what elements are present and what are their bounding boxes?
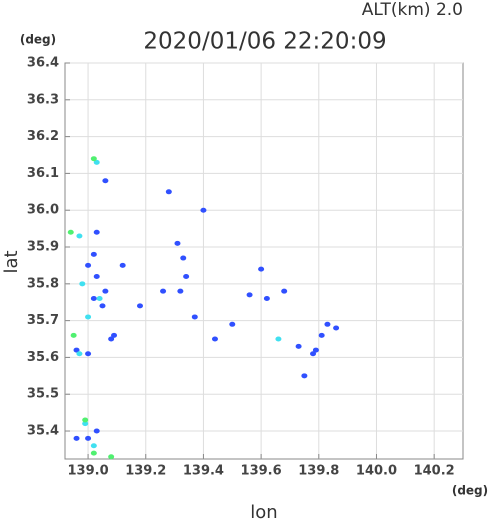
- y-unit: (deg): [20, 33, 56, 47]
- echo-point: [76, 351, 83, 357]
- echo-point: [108, 454, 115, 460]
- echo-point: [85, 262, 92, 268]
- y-tick-label: 35.6: [27, 350, 59, 365]
- echo-point: [90, 156, 97, 162]
- echo-point: [93, 273, 100, 279]
- x-tick-label: 139.6: [241, 464, 282, 479]
- echo-point: [229, 321, 236, 327]
- y-tick-label: 36.4: [27, 56, 59, 71]
- echo-point: [93, 428, 100, 434]
- x-tick-label: 139.8: [298, 464, 339, 479]
- echo-point: [165, 189, 172, 195]
- echo-point: [301, 373, 308, 379]
- echo-point: [102, 288, 109, 294]
- echo-point: [90, 443, 97, 449]
- echo-point: [312, 347, 319, 353]
- echo-point: [90, 296, 97, 302]
- echo-point: [119, 262, 126, 268]
- altitude-label: ALT(km) 2.0: [362, 0, 463, 20]
- echo-point: [111, 332, 118, 338]
- y-tick-label: 35.8: [27, 276, 59, 291]
- echo-point: [200, 207, 207, 213]
- y-tick-label: 35.9: [27, 240, 59, 255]
- echo-point: [246, 292, 253, 298]
- echo-point: [82, 417, 89, 423]
- echo-point: [99, 303, 106, 309]
- echo-point: [85, 351, 92, 357]
- echo-point: [295, 343, 302, 349]
- echo-point: [90, 251, 97, 257]
- echo-point: [70, 332, 77, 338]
- echo-point: [191, 314, 198, 320]
- echo-point: [333, 325, 340, 331]
- y-tick-label: 35.4: [27, 424, 59, 439]
- x-tick-label: 139.0: [68, 464, 109, 479]
- echo-point: [96, 296, 103, 302]
- echo-point: [258, 266, 265, 272]
- echo-point: [324, 321, 331, 327]
- y-tick-label: 35.5: [27, 387, 59, 402]
- echo-point: [85, 435, 92, 441]
- x-unit: (deg): [452, 484, 488, 498]
- echo-point: [160, 288, 167, 294]
- echo-point: [73, 347, 80, 353]
- echo-point: [93, 159, 100, 165]
- x-tick-label: 139.4: [183, 464, 224, 479]
- echo-point: [310, 351, 317, 357]
- y-tick-label: 36.2: [27, 129, 59, 144]
- echo-point: [76, 233, 83, 239]
- echo-point: [174, 240, 181, 246]
- y-tick-label: 36.1: [27, 166, 59, 181]
- echo-point: [275, 336, 282, 342]
- echo-point: [318, 332, 325, 338]
- echo-point: [183, 273, 190, 279]
- echo-point: [82, 421, 89, 427]
- x-tick-label: 140.2: [414, 464, 455, 479]
- plot-frame: [64, 62, 464, 460]
- x-tick-label: 140.0: [356, 464, 397, 479]
- echo-point: [90, 450, 97, 456]
- y-tick-label: 35.7: [27, 313, 59, 328]
- echo-point: [73, 435, 80, 441]
- echo-point: [67, 229, 74, 235]
- chart-title: 2020/01/06 22:20:09: [143, 29, 386, 55]
- echo-point: [93, 229, 100, 235]
- echo-point: [211, 336, 218, 342]
- echo-point: [281, 288, 288, 294]
- echo-point: [136, 303, 143, 309]
- y-tick-label: 36.3: [27, 92, 59, 107]
- echo-point: [180, 255, 187, 261]
- y-tick-label: 36.0: [27, 203, 59, 218]
- x-tick-label: 139.2: [125, 464, 166, 479]
- echo-point: [108, 336, 115, 342]
- echo-point: [177, 288, 184, 294]
- echo-point: [79, 281, 86, 287]
- echo-point: [85, 314, 92, 320]
- echo-point: [263, 296, 270, 302]
- echo-point: [102, 178, 109, 184]
- y-axis-label: lat: [1, 250, 22, 273]
- x-axis-label: lon: [250, 502, 277, 521]
